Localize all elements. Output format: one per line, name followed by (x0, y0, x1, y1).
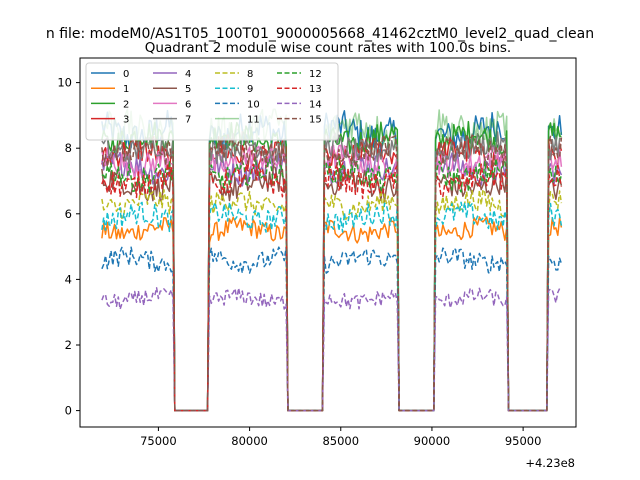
y-tick-label: 6 (65, 207, 72, 221)
x-tick-label: 75000 (140, 434, 177, 448)
legend-label: 5 (185, 84, 191, 95)
y-tick-label: 2 (65, 338, 72, 352)
y-tick-label: 4 (65, 272, 72, 286)
legend-label: 7 (185, 115, 191, 126)
y-tick-label: 8 (65, 141, 72, 155)
y-tick-label: 0 (65, 404, 72, 418)
chart-suptitle: n file: modeM0/AS1T05_100T01_9000005668_… (46, 26, 594, 42)
x-tick-label: 90000 (414, 434, 451, 448)
series-line-13 (101, 162, 563, 412)
series-line-9 (101, 201, 563, 412)
x-offset-label: +4.23e8 (525, 456, 575, 470)
chart-title: Quadrant 2 module wise count rates with … (145, 40, 511, 56)
legend-label: 15 (309, 115, 322, 126)
x-tick-label: 80000 (231, 434, 268, 448)
legend-label: 6 (185, 99, 191, 110)
legend-label: 11 (247, 115, 260, 126)
legend-label: 0 (123, 69, 129, 80)
x-tick-label: 85000 (322, 434, 359, 448)
legend-box (85, 62, 339, 141)
legend-label: 2 (123, 99, 129, 110)
series-line-8 (101, 188, 563, 412)
legend-label: 10 (247, 99, 260, 110)
y-tick-label: 10 (57, 76, 72, 90)
legend-label: 14 (309, 99, 322, 110)
series-line-15 (101, 133, 563, 412)
plot-frame (79, 57, 577, 428)
x-tick-label: 95000 (505, 434, 542, 448)
legend-label: 9 (247, 84, 253, 95)
legend-label: 13 (309, 84, 322, 95)
x-axis: 75000 80000 85000 90000 95000 (140, 427, 541, 448)
legend-label: 8 (247, 69, 253, 80)
legend-label: 1 (123, 84, 129, 95)
legend-label: 12 (309, 69, 322, 80)
y-axis: 0 2 4 6 8 10 (57, 76, 80, 418)
legend-label: 3 (123, 115, 129, 126)
legend-label: 4 (185, 69, 191, 80)
